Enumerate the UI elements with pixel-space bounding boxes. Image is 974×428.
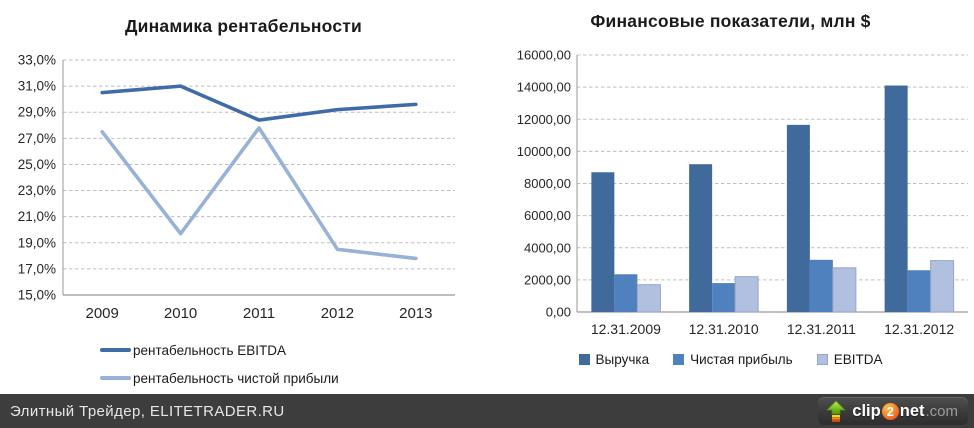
bar-chart-canvas: 0,00 2000,00 4000,00 6000,00 8000,00 10000,00… bbox=[517, 48, 968, 337]
charts-row: 15,0% 17,0% 19,0% 21,0% 23,0% 25,0% 27,0% 29,0%… bbox=[0, 0, 974, 394]
legend-label: Выручка bbox=[595, 352, 650, 367]
x-axis-tick-label: 2009 bbox=[86, 305, 119, 322]
line-series bbox=[100, 126, 418, 261]
x-axis-tick-label: 12.31.2011 bbox=[787, 321, 856, 337]
logo-text-clip: clip bbox=[852, 401, 881, 420]
x-axis-tick-label: 2011 bbox=[243, 305, 275, 322]
y-axis-tick-label: 16000,00 bbox=[517, 48, 571, 63]
bar-series-segment bbox=[786, 124, 810, 312]
y-axis-tick-label: 14000,00 bbox=[517, 80, 571, 95]
legend-item: рентабельность EBITDA bbox=[100, 341, 339, 359]
y-axis-tick-label: 8000,00 bbox=[524, 176, 571, 191]
legend-label: Чистая прибыль bbox=[690, 352, 793, 367]
y-axis-tick-label: 21,0% bbox=[18, 209, 56, 224]
bar-series-segment bbox=[636, 284, 661, 313]
legend-square-marker-icon bbox=[816, 354, 828, 365]
bar-series-segment bbox=[930, 260, 955, 313]
x-axis-tick-label: 2012 bbox=[321, 305, 354, 322]
profitability-line-chart: 15,0% 17,0% 19,0% 21,0% 23,0% 25,0% 27,0% 29,0%… bbox=[0, 0, 487, 394]
bar-chart-legend: Выручка Чистая прибыль EBITDA bbox=[487, 352, 974, 367]
x-axis-tick-label: 2013 bbox=[399, 305, 432, 322]
logo-text-two: 2 bbox=[881, 402, 899, 420]
logo-text-net: net bbox=[899, 401, 925, 420]
x-axis-tick-label: 2010 bbox=[164, 305, 197, 322]
line-chart-legend: рентабельность EBITDA рентабельность чист… bbox=[100, 341, 339, 387]
y-axis-tick-label: 17,0% bbox=[18, 261, 56, 276]
bar-series-segment bbox=[809, 259, 833, 312]
bar-series-segment bbox=[907, 270, 931, 312]
legend-square-marker-icon bbox=[673, 354, 685, 365]
line-series bbox=[100, 84, 418, 122]
legend-line-marker-icon bbox=[100, 348, 131, 352]
y-axis-tick-label: 33,0% bbox=[18, 53, 56, 68]
y-axis-tick-label: 0,00 bbox=[546, 305, 571, 320]
legend-item: Выручка bbox=[578, 352, 650, 367]
y-axis-tick-label: 15,0% bbox=[18, 288, 56, 303]
y-axis-tick-label: 25,0% bbox=[18, 157, 56, 172]
logo-text-com: .com bbox=[925, 402, 958, 420]
y-axis-tick-label: 23,0% bbox=[18, 183, 56, 198]
legend-item: Чистая прибыль bbox=[673, 352, 793, 367]
y-axis-tick-label: 4000,00 bbox=[524, 240, 571, 255]
legend-item: EBITDA bbox=[816, 352, 883, 367]
y-axis-tick-label: 27,0% bbox=[18, 131, 56, 146]
x-axis-tick-label: 12.31.2009 bbox=[591, 321, 661, 337]
bar-chart-title: Финансовые показатели, млн $ bbox=[590, 11, 871, 31]
y-axis-tick-label: 6000,00 bbox=[524, 208, 571, 223]
x-axis-tick-label: 12.31.2012 bbox=[884, 321, 954, 337]
legend-label: рентабельность EBITDA bbox=[133, 342, 287, 358]
footer-credit-text: Элитный Трейдер, ELITETRADER.RU bbox=[10, 402, 285, 420]
bar-series-segment bbox=[832, 267, 857, 313]
legend-line-marker-icon bbox=[100, 376, 131, 380]
financials-bar-chart: 0,00 2000,00 4000,00 6000,00 8000,00 10000,00… bbox=[487, 0, 974, 394]
bar-series-segment bbox=[689, 164, 713, 312]
bar-series-segment bbox=[884, 85, 908, 312]
legend-label: рентабельность чистой прибыли bbox=[133, 370, 339, 386]
legend-square-marker-icon bbox=[578, 354, 590, 365]
legend-label: EBITDA bbox=[833, 352, 883, 367]
y-axis-tick-label: 31,0% bbox=[18, 79, 56, 94]
line-chart-canvas: 15,0% 17,0% 19,0% 21,0% 23,0% 25,0% 27,0% 29,0%… bbox=[18, 53, 455, 322]
clip2net-logo[interactable]: clip 2 net .com bbox=[818, 397, 968, 425]
footer-bar: Элитный Трейдер, ELITETRADER.RU clip 2 n… bbox=[0, 394, 974, 428]
bar-series-segment bbox=[712, 283, 736, 312]
y-axis-tick-label: 29,0% bbox=[18, 105, 56, 120]
y-axis-tick-label: 10000,00 bbox=[517, 144, 571, 159]
bar-series-segment bbox=[591, 172, 615, 312]
x-axis-tick-label: 12.31.2010 bbox=[689, 321, 759, 337]
y-axis-tick-label: 19,0% bbox=[18, 235, 56, 250]
legend-item: рентабельность чистой прибыли bbox=[100, 369, 339, 387]
upload-arrow-icon bbox=[826, 400, 847, 422]
bar-series-segment bbox=[734, 276, 759, 313]
y-axis-tick-label: 12000,00 bbox=[517, 112, 571, 127]
line-chart-title: Динамика рентабельности bbox=[125, 16, 362, 36]
bar-series-segment bbox=[614, 274, 638, 312]
y-axis-tick-label: 2000,00 bbox=[524, 272, 571, 287]
